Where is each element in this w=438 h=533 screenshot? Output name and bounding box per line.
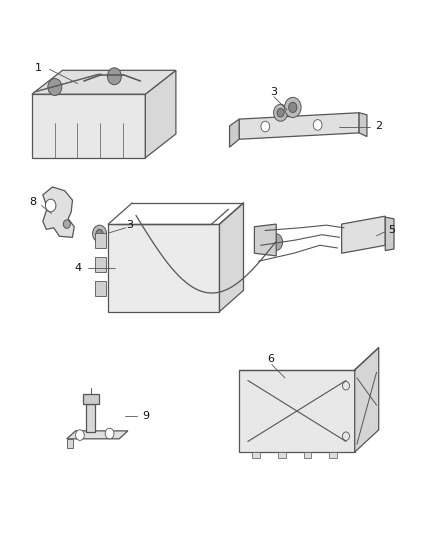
Polygon shape <box>95 257 106 272</box>
Circle shape <box>46 199 56 212</box>
Polygon shape <box>341 216 385 253</box>
Circle shape <box>288 102 296 112</box>
Text: 5: 5 <box>388 225 394 236</box>
Polygon shape <box>239 370 354 452</box>
Polygon shape <box>83 394 99 405</box>
Text: 8: 8 <box>29 197 36 207</box>
Circle shape <box>284 98 300 117</box>
Circle shape <box>313 119 321 130</box>
Polygon shape <box>252 452 259 458</box>
Circle shape <box>105 428 114 439</box>
Text: 3: 3 <box>270 86 277 96</box>
Circle shape <box>260 121 269 132</box>
Circle shape <box>268 233 282 251</box>
Polygon shape <box>32 70 176 94</box>
Polygon shape <box>303 452 311 458</box>
Polygon shape <box>86 405 95 432</box>
Polygon shape <box>145 70 176 158</box>
Circle shape <box>107 68 121 85</box>
Polygon shape <box>328 452 336 458</box>
Polygon shape <box>67 431 127 439</box>
Polygon shape <box>354 348 378 452</box>
Circle shape <box>75 430 84 440</box>
Circle shape <box>96 229 103 238</box>
Polygon shape <box>95 233 106 248</box>
Polygon shape <box>239 113 358 139</box>
Polygon shape <box>108 224 219 312</box>
Polygon shape <box>95 281 106 296</box>
Circle shape <box>273 104 287 121</box>
Polygon shape <box>254 224 276 256</box>
Text: 9: 9 <box>141 411 148 421</box>
Polygon shape <box>277 452 285 458</box>
Polygon shape <box>385 217 393 251</box>
Text: 6: 6 <box>266 354 273 364</box>
Text: 1: 1 <box>35 63 42 72</box>
Polygon shape <box>229 119 239 147</box>
Circle shape <box>276 109 283 117</box>
Circle shape <box>63 220 70 228</box>
Circle shape <box>92 225 106 242</box>
Polygon shape <box>67 439 73 448</box>
Text: 3: 3 <box>126 220 133 230</box>
Polygon shape <box>32 94 145 158</box>
Polygon shape <box>358 113 366 136</box>
Text: 4: 4 <box>74 263 81 273</box>
Circle shape <box>48 78 62 95</box>
Polygon shape <box>219 203 243 312</box>
Text: 2: 2 <box>374 121 381 131</box>
Polygon shape <box>43 187 74 237</box>
